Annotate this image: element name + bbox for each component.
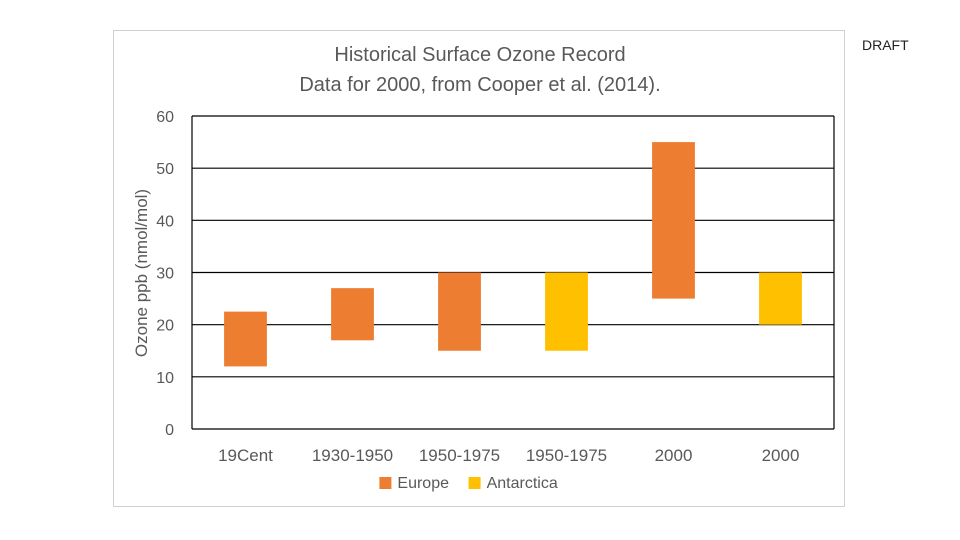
legend-label-europe: Europe (397, 475, 449, 492)
chart-title: Historical Surface Ozone Record (334, 44, 625, 66)
bar-antarctica (759, 272, 802, 325)
y-tick-labels: 0 10 20 30 40 50 60 (156, 109, 174, 439)
bar-europe (652, 142, 695, 299)
bars (224, 142, 802, 367)
x-tick-label: 19Cent (218, 446, 273, 465)
x-tick-label: 1950-1975 (526, 446, 607, 465)
bar-europe (438, 272, 481, 351)
legend: Europe Antarctica (379, 475, 558, 492)
y-tick-label: 40 (156, 213, 174, 230)
y-tick-label: 20 (156, 318, 174, 335)
legend-label-antarctica: Antarctica (487, 475, 558, 492)
gridlines (191, 115, 835, 430)
bar-europe (331, 288, 374, 341)
legend-swatch-europe (379, 477, 392, 489)
y-axis-label: Ozone ppb (nmol/mol) (132, 189, 151, 357)
x-tick-label: 2000 (655, 446, 693, 465)
y-tick-label: 50 (156, 161, 174, 178)
bar-europe (224, 311, 267, 367)
x-tick-label: 2000 (762, 446, 800, 465)
chart-subtitle: Data for 2000, from Cooper et al. (2014)… (299, 74, 660, 96)
x-tick-labels: 19Cent 1930-1950 1950-1975 1950-1975 2000 200… (218, 446, 799, 465)
y-tick-label: 60 (156, 109, 174, 126)
legend-swatch-antarctica (468, 477, 481, 489)
x-tick-label: 1950-1975 (419, 446, 500, 465)
chart-container: Historical Surface Ozone Record Data for… (113, 30, 845, 507)
y-tick-label: 30 (156, 266, 174, 283)
bar-antarctica (545, 272, 588, 351)
y-tick-label: 0 (165, 422, 174, 439)
draft-label: DRAFT (862, 37, 909, 53)
x-tick-label: 1930-1950 (312, 446, 393, 465)
ozone-chart: Historical Surface Ozone Record Data for… (132, 44, 835, 492)
y-tick-label: 10 (156, 370, 174, 387)
